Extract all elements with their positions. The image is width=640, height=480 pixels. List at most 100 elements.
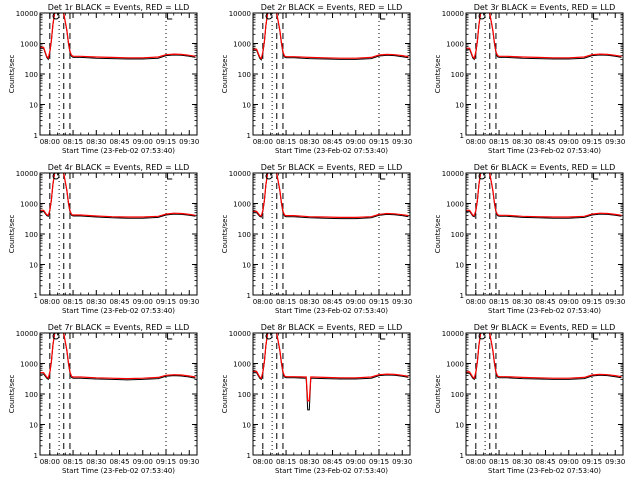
- x-tick-label: 08:00: [466, 138, 486, 146]
- x-axis-label: Start Time (23-Feb-02 07:53:40): [275, 307, 388, 315]
- x-tick-label: 09:15: [156, 298, 176, 306]
- x-tick-label: 09:00: [133, 458, 153, 466]
- x-tick-label: 09:15: [582, 298, 602, 306]
- x-tick-label: 08:15: [63, 298, 83, 306]
- panel-det-8r: Det 8r BLACK = Events, RED = LLD 1 10 100 10…: [221, 323, 412, 475]
- x-axis-label: Start Time (23-Feb-02 07:53:40): [62, 467, 175, 475]
- x-tick-label: 08:45: [109, 138, 129, 146]
- y-tick-label: 100: [451, 231, 464, 239]
- x-tick-label: 08:45: [535, 138, 555, 146]
- x-tick-label: 09:15: [369, 138, 389, 146]
- plot-frame: [252, 172, 411, 296]
- x-tick-label: 08:00: [253, 138, 273, 146]
- series-group: [466, 13, 622, 61]
- saa-marker: [593, 333, 599, 340]
- x-tick-label: 08:45: [322, 138, 342, 146]
- panel-det-3r: Det 3r BLACK = Events, RED = LLD 1 10 100 10…: [434, 3, 625, 155]
- series-line-lld: [466, 333, 622, 380]
- y-tick-label: 1: [34, 132, 38, 140]
- y-tick-label: 1: [460, 132, 464, 140]
- y-tick-label: 1: [247, 452, 251, 460]
- saa-marker: [167, 333, 173, 340]
- x-tick-label: 08:45: [535, 458, 555, 466]
- x-tick-label: 08:30: [512, 458, 532, 466]
- y-tick-label: 10: [455, 262, 464, 270]
- x-tick-label: 08:15: [276, 458, 296, 466]
- x-tick-label: 09:00: [133, 138, 153, 146]
- panel-title: Det 7r BLACK = Events, RED = LLD: [48, 323, 190, 332]
- y-tick-label: 10: [242, 262, 251, 270]
- x-tick-label: 08:00: [40, 298, 60, 306]
- y-tick-label: 1000: [20, 201, 38, 209]
- y-tick-label: 10: [242, 422, 251, 430]
- x-tick-label: 08:00: [40, 138, 60, 146]
- panel-det-9r: Det 9r BLACK = Events, RED = LLD 1 10 100 10…: [434, 323, 625, 475]
- y-tick-label: 100: [25, 231, 38, 239]
- x-tick-label: 08:45: [322, 458, 342, 466]
- y-tick-label: 10: [455, 422, 464, 430]
- x-tick-label: 08:15: [276, 138, 296, 146]
- x-axis-label: Start Time (23-Feb-02 07:53:40): [62, 307, 175, 315]
- y-tick-label: 10: [29, 102, 38, 110]
- panel-det-6r: Det 6r BLACK = Events, RED = LLD 1 10 100 10…: [434, 163, 625, 315]
- panel-det-4r: Det 4r BLACK = Events, RED = LLD 1 10 100 10…: [8, 163, 199, 315]
- x-tick-label: 08:00: [253, 298, 273, 306]
- x-tick-label: 09:00: [133, 298, 153, 306]
- x-tick-label: 09:30: [179, 458, 199, 466]
- series-line-lld: [40, 13, 196, 60]
- x-tick-label: 09:30: [605, 458, 625, 466]
- y-axis-label: Counts/sec: [434, 55, 442, 94]
- y-axis-label: Counts/sec: [8, 55, 16, 94]
- x-tick-label: 09:30: [605, 298, 625, 306]
- x-axis-label: Start Time (23-Feb-02 07:53:40): [488, 467, 601, 475]
- series-line-lld: [466, 173, 622, 218]
- panel-det-5r: Det 5r BLACK = Events, RED = LLD 1 10 100 10…: [221, 163, 412, 315]
- plot-frame: [39, 172, 198, 296]
- y-tick-label: 10: [29, 422, 38, 430]
- panel-title: Det 3r BLACK = Events, RED = LLD: [474, 3, 616, 12]
- y-tick-label: 10000: [16, 10, 38, 18]
- x-tick-label: 09:30: [392, 458, 412, 466]
- x-tick-label: 09:30: [605, 138, 625, 146]
- panel-title: Det 1r BLACK = Events, RED = LLD: [48, 3, 190, 12]
- x-tick-label: 08:30: [512, 298, 532, 306]
- y-tick-label: 10000: [442, 10, 464, 18]
- y-tick-label: 1000: [20, 361, 38, 369]
- x-tick-label: 08:00: [253, 458, 273, 466]
- panel-title: Det 2r BLACK = Events, RED = LLD: [261, 3, 403, 12]
- y-tick-label: 100: [238, 231, 251, 239]
- x-tick-label: 09:15: [582, 138, 602, 146]
- y-axis-label: Counts/sec: [434, 215, 442, 254]
- series-group: [40, 173, 196, 219]
- panel-title: Det 5r BLACK = Events, RED = LLD: [261, 163, 403, 172]
- series-line-lld: [253, 13, 409, 60]
- x-axis-label: Start Time (23-Feb-02 07:53:40): [488, 147, 601, 155]
- y-axis-label: Counts/sec: [221, 55, 229, 94]
- series-group: [253, 333, 409, 411]
- x-tick-label: 09:15: [369, 458, 389, 466]
- saa-marker: [593, 13, 599, 20]
- y-tick-label: 100: [25, 71, 38, 79]
- x-tick-label: 08:15: [489, 298, 509, 306]
- x-tick-label: 09:00: [559, 298, 579, 306]
- y-tick-label: 10000: [16, 170, 38, 178]
- series-line-lld: [253, 333, 409, 402]
- x-tick-label: 09:30: [179, 298, 199, 306]
- x-tick-label: 08:15: [489, 458, 509, 466]
- panel-det-1r: Det 1r BLACK = Events, RED = LLD 1 10 100 10…: [8, 3, 199, 155]
- saa-marker: [380, 13, 386, 20]
- y-tick-label: 10000: [229, 10, 251, 18]
- x-axis-label: Start Time (23-Feb-02 07:53:40): [488, 307, 601, 315]
- x-tick-label: 08:30: [86, 458, 106, 466]
- x-tick-label: 08:30: [86, 298, 106, 306]
- panel-title: Det 4r BLACK = Events, RED = LLD: [48, 163, 190, 172]
- series-line-lld: [253, 173, 409, 219]
- x-tick-label: 09:15: [369, 298, 389, 306]
- saa-marker: [380, 173, 386, 180]
- saa-marker: [167, 173, 173, 180]
- y-tick-label: 1: [460, 292, 464, 300]
- plot-frame: [39, 12, 198, 136]
- x-tick-label: 09:00: [559, 138, 579, 146]
- y-tick-label: 1000: [20, 41, 38, 49]
- y-tick-label: 1000: [233, 41, 251, 49]
